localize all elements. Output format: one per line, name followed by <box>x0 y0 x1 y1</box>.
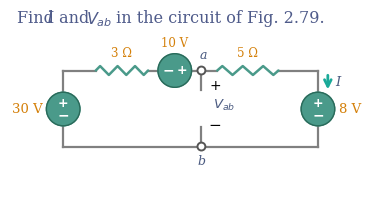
Text: 10 V: 10 V <box>161 37 188 50</box>
Text: and: and <box>54 10 95 27</box>
Text: 3 Ω: 3 Ω <box>111 47 132 60</box>
Text: Find: Find <box>17 10 59 27</box>
Text: +: + <box>176 64 187 77</box>
Circle shape <box>198 67 205 74</box>
Text: −: − <box>209 118 222 133</box>
Circle shape <box>198 143 205 151</box>
Text: in the circuit of Fig. 2.79.: in the circuit of Fig. 2.79. <box>110 10 324 27</box>
Text: I: I <box>335 76 340 89</box>
Text: +: + <box>313 97 323 110</box>
Text: $V_{ab}$: $V_{ab}$ <box>86 10 112 29</box>
Text: b: b <box>198 155 206 168</box>
Text: +: + <box>58 97 69 110</box>
Text: $V_{ab}$: $V_{ab}$ <box>213 98 236 113</box>
Text: a: a <box>200 49 207 62</box>
Circle shape <box>158 54 192 87</box>
Text: −: − <box>312 108 324 122</box>
Text: I: I <box>46 10 53 27</box>
Text: 30 V: 30 V <box>12 103 42 115</box>
Circle shape <box>301 92 335 126</box>
Text: +: + <box>209 79 221 93</box>
Text: −: − <box>162 63 174 77</box>
Circle shape <box>46 92 80 126</box>
Text: 8 V: 8 V <box>339 103 361 115</box>
Text: 5 Ω: 5 Ω <box>237 47 258 60</box>
Text: −: − <box>57 108 69 122</box>
